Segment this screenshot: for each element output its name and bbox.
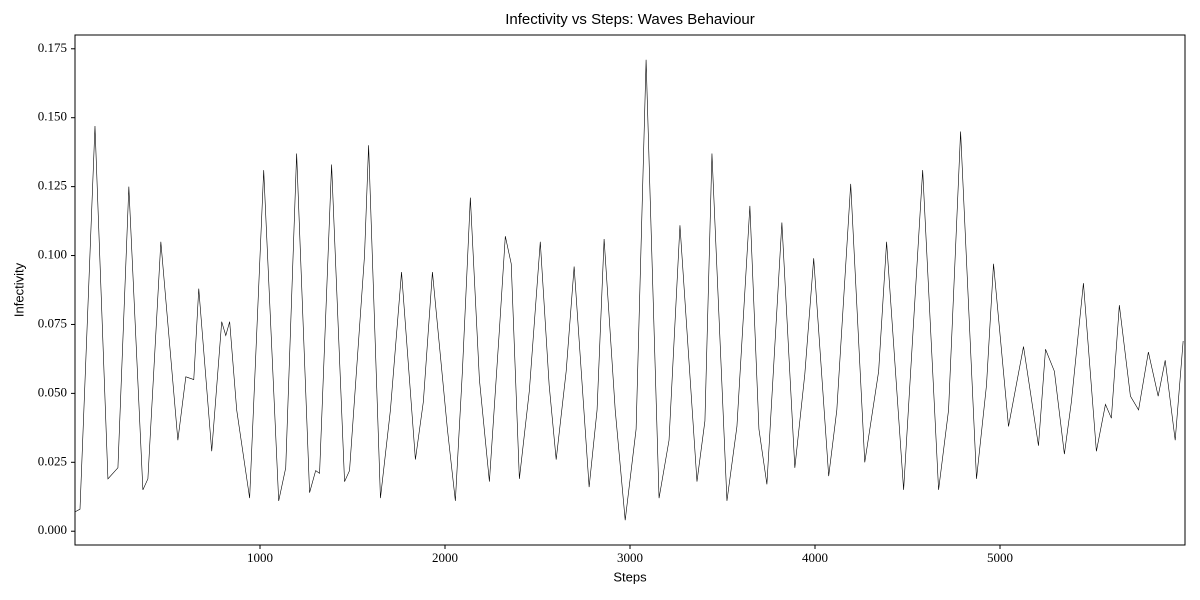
y-tick-label: 0.175 xyxy=(38,40,67,55)
x-tick-label: 2000 xyxy=(432,550,458,565)
series-line xyxy=(74,59,1184,521)
y-tick-label: 0.075 xyxy=(38,315,67,330)
y-tick-label: 0.025 xyxy=(38,453,67,468)
x-tick-label: 1000 xyxy=(247,550,273,565)
y-tick-label: 0.150 xyxy=(38,109,67,124)
y-tick-label: 0.100 xyxy=(38,247,67,262)
y-tick-label: 0.125 xyxy=(38,178,67,193)
x-tick-label: 5000 xyxy=(987,550,1013,565)
plot-frame xyxy=(74,34,1186,546)
x-axis-label: Steps xyxy=(613,569,647,584)
y-tick-label: 0.000 xyxy=(38,522,67,537)
x-tick-label: 3000 xyxy=(617,550,643,565)
y-axis-label: Infectivity xyxy=(11,262,26,317)
x-tick-label: 4000 xyxy=(802,550,828,565)
y-tick-label: 0.050 xyxy=(38,384,67,399)
chart-title: Infectivity vs Steps: Waves Behaviour xyxy=(505,11,755,28)
